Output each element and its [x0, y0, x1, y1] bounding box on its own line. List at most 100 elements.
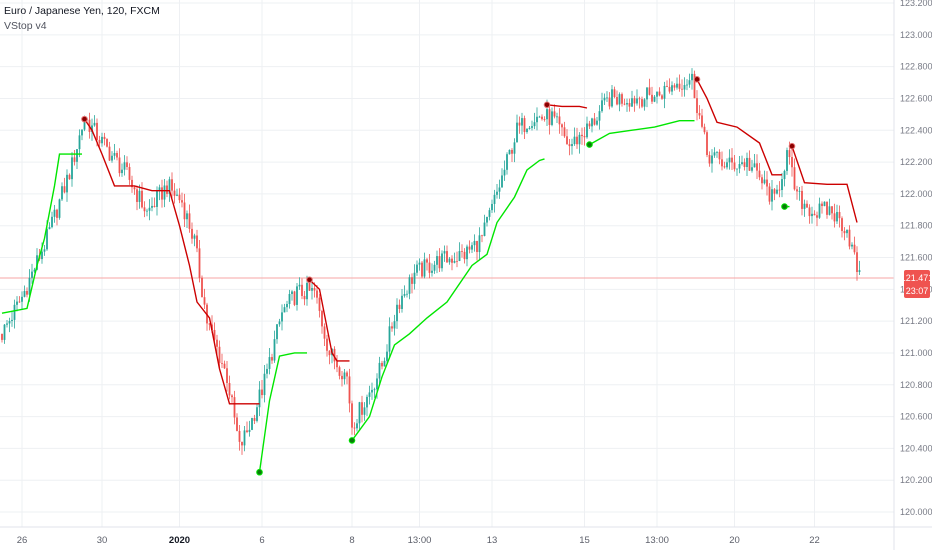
candle-body: [76, 149, 78, 162]
candle-body: [1, 333, 3, 340]
candle-body: [753, 163, 756, 168]
candle-body: [333, 348, 336, 362]
candle-body: [393, 321, 396, 329]
candle-body: [186, 213, 188, 220]
candle-body: [786, 150, 788, 171]
symbol-title[interactable]: Euro / Japanese Yen, 120, FXCM: [4, 5, 160, 17]
candle-body: [508, 149, 511, 155]
candle-body: [616, 97, 618, 105]
candle-body: [443, 251, 446, 254]
candle-body: [728, 157, 731, 163]
candle-body: [656, 91, 658, 97]
candle-body: [761, 177, 763, 184]
candle-body: [533, 122, 536, 127]
candle-body: [638, 98, 641, 100]
vstop-line-down: [696, 79, 782, 176]
candle-body: [156, 191, 158, 207]
candle-body: [256, 407, 258, 421]
candle-body: [663, 85, 666, 99]
price-axis[interactable]: 123.200 123.000 122.800 122.600 122.400 122.2…: [900, 0, 932, 517]
candle-body: [166, 185, 168, 194]
candle-body: [763, 179, 766, 184]
candle-body: [286, 303, 288, 308]
candle-body: [236, 417, 238, 431]
candle-body: [96, 122, 98, 140]
candle-body: [291, 291, 293, 295]
candle-body: [461, 251, 463, 252]
price-tag-value: 121.471: [901, 273, 932, 283]
candle-body: [546, 109, 548, 120]
candle-body: [106, 139, 108, 147]
candle-body: [11, 319, 13, 321]
candle-body: [78, 135, 81, 150]
candle-body: [23, 290, 26, 297]
candle-body: [46, 229, 48, 250]
candle-body: [173, 190, 176, 196]
candle-body: [308, 282, 311, 291]
candle-body: [768, 186, 771, 202]
candle-body: [708, 155, 711, 164]
candle-body: [288, 294, 291, 304]
candle-body: [381, 362, 383, 367]
candle-body: [641, 99, 643, 107]
candle-body: [571, 144, 573, 147]
candle-body: [146, 210, 148, 212]
candle-body: [536, 116, 538, 123]
candle-body: [578, 134, 581, 145]
candle-body: [193, 235, 196, 239]
candle-body: [108, 146, 111, 161]
grid: [0, 0, 894, 527]
candle-body: [338, 367, 341, 376]
candle-body: [793, 167, 796, 190]
candle-body: [301, 284, 303, 296]
price-tick-label: 121.600: [900, 253, 932, 263]
candle-body: [528, 127, 531, 129]
price-tick-label: 120.800: [900, 380, 932, 390]
candle-body: [703, 126, 706, 133]
candle-body: [833, 213, 836, 222]
candle-body: [28, 277, 31, 295]
candle-body: [386, 351, 388, 361]
candle-body: [448, 258, 451, 263]
candle-body: [148, 207, 151, 211]
candle-body: [816, 215, 818, 218]
time-tick-label: 13: [487, 535, 498, 546]
candle-body: [653, 96, 656, 102]
candle-body: [133, 187, 136, 190]
candle-body: [176, 194, 178, 196]
candle-body: [693, 73, 696, 99]
candle-body: [136, 189, 138, 202]
candle-body: [233, 397, 236, 418]
candle-body: [628, 103, 631, 107]
time-tick-label: 2020: [169, 535, 190, 546]
candle-body: [746, 157, 748, 168]
chart-legend[interactable]: Euro / Japanese Yen, 120, FXCM VStop v4: [4, 4, 160, 34]
time-tick-label: 26: [17, 535, 28, 546]
candle-body: [171, 179, 173, 191]
candle-body: [93, 122, 96, 126]
candle-body: [813, 213, 816, 216]
candle-body: [478, 235, 481, 253]
candle-body: [516, 122, 518, 143]
candle-body: [61, 186, 63, 200]
candle-body: [188, 213, 191, 229]
indicator-title[interactable]: VStop v4: [4, 20, 47, 32]
candle-body: [776, 189, 778, 194]
candle-body: [128, 167, 131, 180]
candle-body: [631, 98, 633, 107]
candle-body: [21, 296, 23, 302]
vstop-line-up: [258, 352, 307, 473]
vstop-reversal-up-dot: [781, 203, 788, 210]
candle-body: [428, 262, 431, 273]
time-axis[interactable]: 26 30 2020 6 8 13:00 13 15 13:00 20 22: [17, 535, 820, 546]
candle-body: [198, 248, 201, 278]
candle-body: [646, 87, 648, 100]
candle-body: [81, 129, 83, 136]
candle-body: [766, 179, 768, 187]
candle-body: [191, 228, 193, 239]
candle-body: [696, 98, 698, 114]
candle-body: [706, 132, 708, 156]
vstop-reversal-up-dot: [256, 468, 263, 476]
candle-body: [846, 229, 848, 234]
